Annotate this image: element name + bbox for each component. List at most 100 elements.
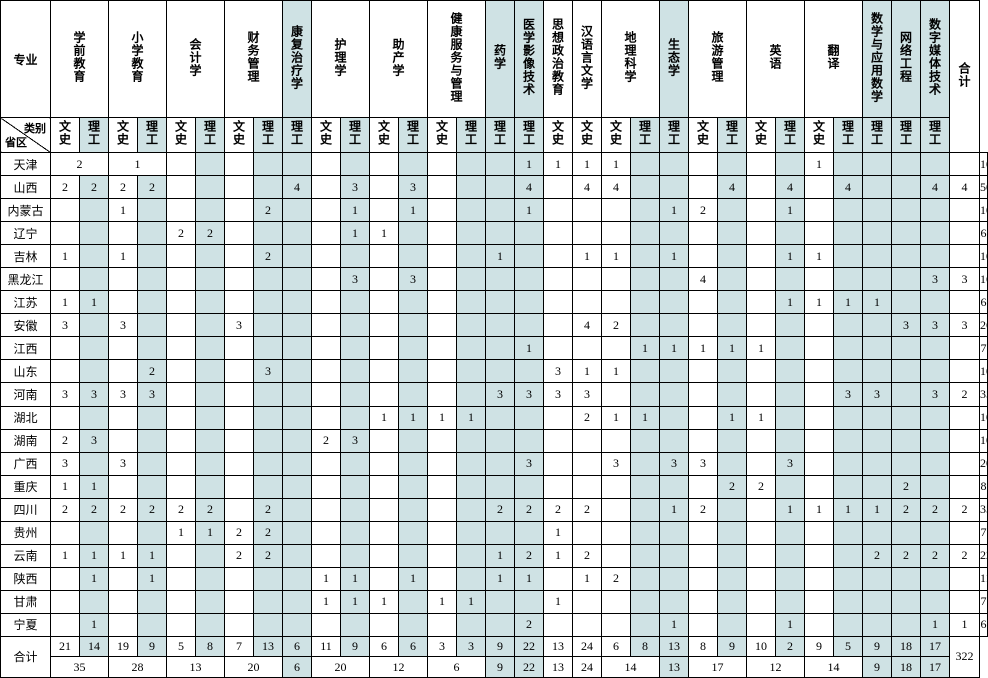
data-cell: 4 [834,176,863,199]
data-cell: 1 [486,544,515,567]
data-cell: 1 [602,406,631,429]
data-cell [399,222,428,245]
data-cell [196,314,225,337]
data-cell [892,590,921,613]
data-cell [341,245,370,268]
data-cell: 2 [51,429,80,452]
data-cell [921,475,950,498]
data-cell [399,153,428,176]
data-cell [370,521,399,544]
data-cell [950,337,980,360]
data-cell [602,222,631,245]
data-cell [312,360,341,383]
data-cell [515,245,544,268]
province-cell: 云南 [1,544,51,567]
data-cell [863,314,892,337]
data-cell: 3 [138,383,167,406]
data-cell [892,268,921,291]
data-cell [138,337,167,360]
data-cell [196,245,225,268]
data-cell [805,199,834,222]
data-cell [225,268,254,291]
data-cell [631,153,660,176]
data-cell [138,291,167,314]
data-cell [283,199,312,222]
data-cell [312,314,341,337]
data-cell [950,199,980,222]
data-cell [892,337,921,360]
data-cell: 1 [486,567,515,590]
data-cell [573,452,602,475]
data-cell [341,521,370,544]
data-cell [718,153,747,176]
col-major: 药学 [486,1,515,118]
data-cell [892,429,921,452]
data-cell [428,153,457,176]
data-cell [428,544,457,567]
data-cell: 3 [950,268,980,291]
col-major: 地理科学 [602,1,660,118]
col-total-merged: 12 [370,657,428,678]
data-cell [399,498,428,521]
data-cell: 3 [573,383,602,406]
data-cell: 2 [718,475,747,498]
province-cell: 广西 [1,452,51,475]
data-cell [747,360,776,383]
data-cell [80,337,109,360]
data-cell: 1 [51,544,80,567]
data-cell [196,406,225,429]
data-cell: 1 [660,613,689,636]
data-cell [747,429,776,452]
data-cell [602,521,631,544]
data-cell [892,245,921,268]
data-cell [863,452,892,475]
data-cell [660,406,689,429]
data-cell [689,222,718,245]
data-cell [225,360,254,383]
data-cell [631,383,660,406]
data-cell [863,245,892,268]
data-cell [167,337,196,360]
row-total: 16 [980,268,988,291]
data-cell [341,544,370,567]
data-cell [660,544,689,567]
data-cell [631,475,660,498]
data-cell [51,360,80,383]
data-cell [457,498,486,521]
data-cell [602,199,631,222]
data-cell [747,567,776,590]
data-cell [428,199,457,222]
data-cell [457,544,486,567]
data-cell [225,337,254,360]
row-total: 35 [980,383,988,406]
data-cell [805,406,834,429]
data-cell [138,429,167,452]
data-cell [892,291,921,314]
data-cell [718,590,747,613]
data-cell: 2 [863,544,892,567]
data-cell [225,153,254,176]
data-cell [312,452,341,475]
col-total: 8 [631,636,660,656]
col-sub: 文史 [51,118,80,153]
data-cell [892,521,921,544]
data-cell [254,452,283,475]
row-total: 35 [980,498,988,521]
data-cell [138,245,167,268]
col-total-merged: 17 [689,657,747,678]
data-cell [747,153,776,176]
data-cell [660,590,689,613]
col-sub: 理工 [486,118,515,153]
data-cell: 2 [254,199,283,222]
data-cell [921,222,950,245]
col-sub: 理工 [399,118,428,153]
data-cell [109,429,138,452]
col-sub: 理工 [254,118,283,153]
row-total: 26 [980,314,988,337]
data-cell: 2 [602,567,631,590]
col-total-merged: 12 [747,657,805,678]
data-cell [399,360,428,383]
data-cell [80,268,109,291]
data-cell: 3 [921,383,950,406]
data-cell [399,337,428,360]
